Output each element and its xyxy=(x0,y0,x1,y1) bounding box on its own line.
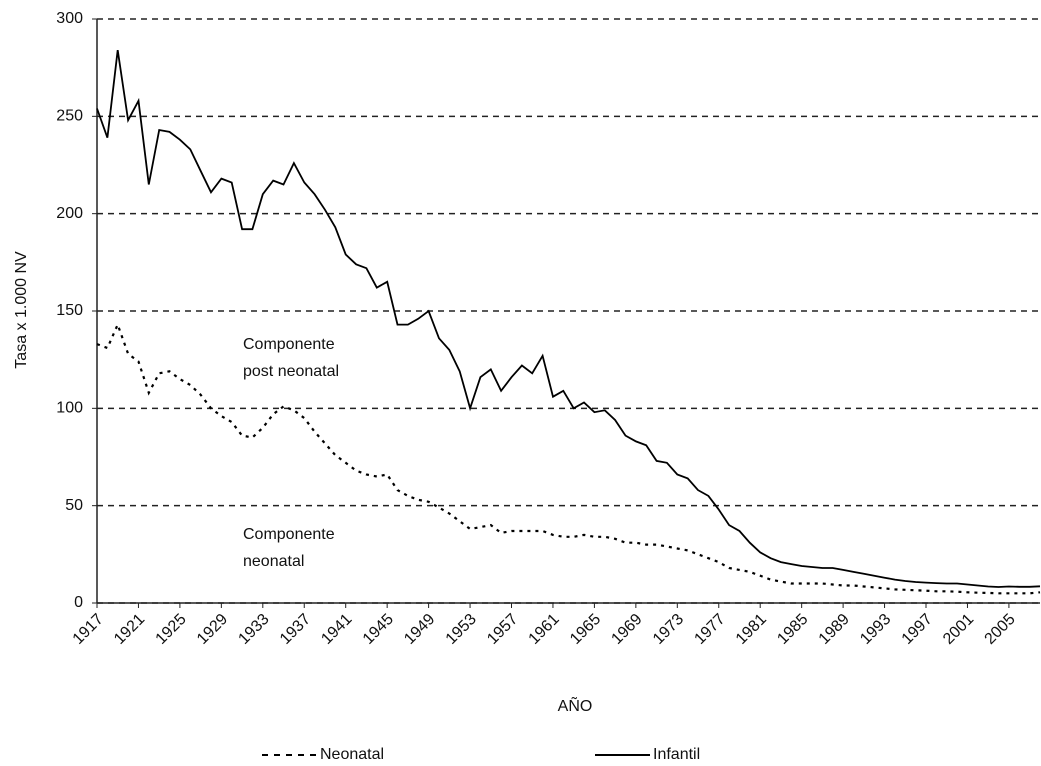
y-tick-label: 200 xyxy=(56,205,83,222)
x-tick-label: 1937 xyxy=(277,611,314,648)
x-tick-label: 1925 xyxy=(153,611,190,648)
x-tick-label: 1993 xyxy=(857,611,894,648)
x-tick-label: 1953 xyxy=(443,611,480,648)
x-tick-label: 1945 xyxy=(360,611,397,648)
y-tick-label: 100 xyxy=(56,400,83,417)
x-tick-label: 1961 xyxy=(526,611,563,648)
annotation: neonatal xyxy=(243,553,304,570)
x-axis-label: AÑO xyxy=(558,695,593,715)
legend-label: Infantil xyxy=(653,746,700,763)
annotation: post neonatal xyxy=(243,363,339,380)
y-tick-label: 50 xyxy=(65,497,83,514)
annotation: Componente xyxy=(243,336,335,353)
x-tick-label: 2001 xyxy=(940,611,977,648)
x-tick-label: 1977 xyxy=(691,611,728,648)
x-tick-label: 1997 xyxy=(899,611,936,648)
line-neonatal xyxy=(96,321,1041,595)
legend-label: Neonatal xyxy=(320,746,384,763)
x-tick-label: 1933 xyxy=(235,611,272,648)
annotation: Componente xyxy=(243,526,335,543)
x-tick-label: 1917 xyxy=(70,611,107,648)
x-tick-label: 1989 xyxy=(816,611,853,648)
y-axis-label: Tasa x 1.000 NV xyxy=(13,251,30,369)
y-tick-label: 0 xyxy=(74,594,83,611)
y-tick-label: 150 xyxy=(56,302,83,319)
x-tick-label: 1929 xyxy=(194,611,231,648)
x-tick-label: 1965 xyxy=(567,611,604,648)
x-tick-label: 1941 xyxy=(318,611,355,648)
x-tick-label: 2005 xyxy=(982,611,1019,648)
x-tick-label: 1985 xyxy=(774,611,811,648)
x-tick-label: 1981 xyxy=(733,611,770,648)
y-tick-label: 300 xyxy=(56,10,83,27)
x-tick-label: 1969 xyxy=(608,611,645,648)
x-tick-label: 1973 xyxy=(650,611,687,648)
x-tick-label: 1949 xyxy=(401,611,438,648)
x-tick-label: 1921 xyxy=(111,611,148,648)
line-infantil xyxy=(96,49,1041,588)
y-tick-label: 250 xyxy=(56,108,83,125)
x-tick-label: 1957 xyxy=(484,611,521,648)
